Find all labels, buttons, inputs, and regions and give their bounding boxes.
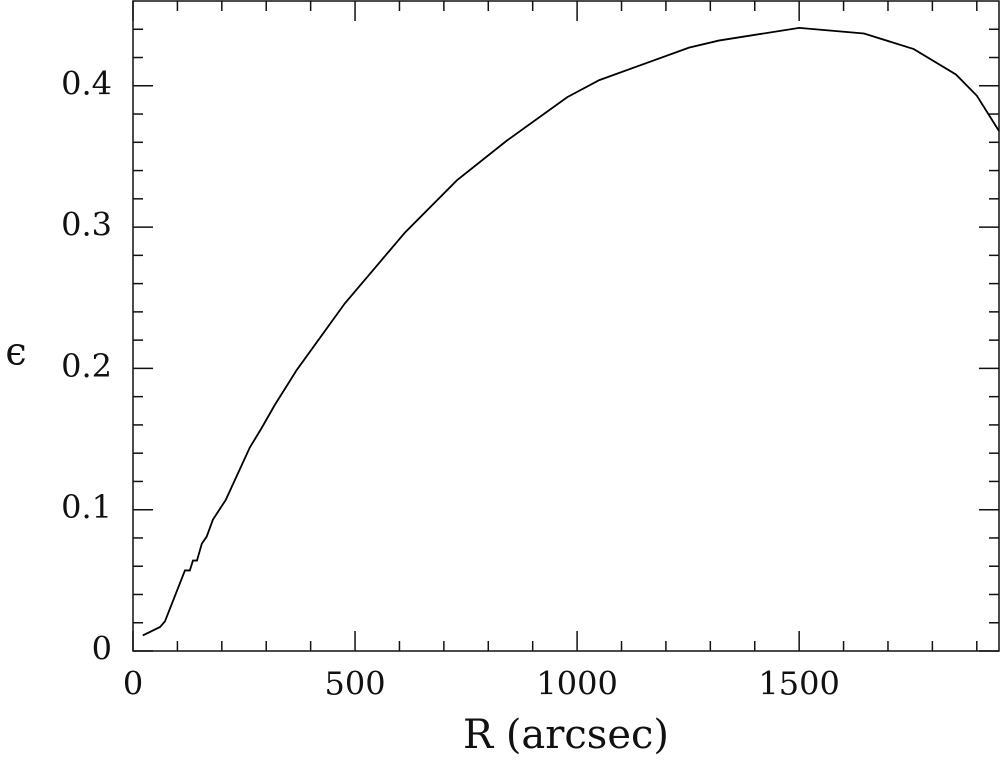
x-tick-label: 0 — [123, 665, 143, 703]
y-tick-label: 0.3 — [61, 206, 112, 244]
plot-frame — [132, 0, 1000, 652]
x-axis-label: R (arcsec) — [463, 712, 669, 758]
x-tick-label: 1500 — [758, 665, 839, 703]
y-tick-label: 0.2 — [61, 347, 112, 385]
x-tick-label: 1000 — [536, 665, 617, 703]
data-line — [142, 26, 1000, 637]
y-tick-label: 0 — [92, 630, 112, 668]
x-tick-label: 500 — [325, 665, 386, 703]
y-tick-label: 0.4 — [61, 64, 112, 102]
y-tick-label: 0.1 — [61, 488, 112, 526]
y-axis-label: ϵ — [5, 330, 26, 374]
